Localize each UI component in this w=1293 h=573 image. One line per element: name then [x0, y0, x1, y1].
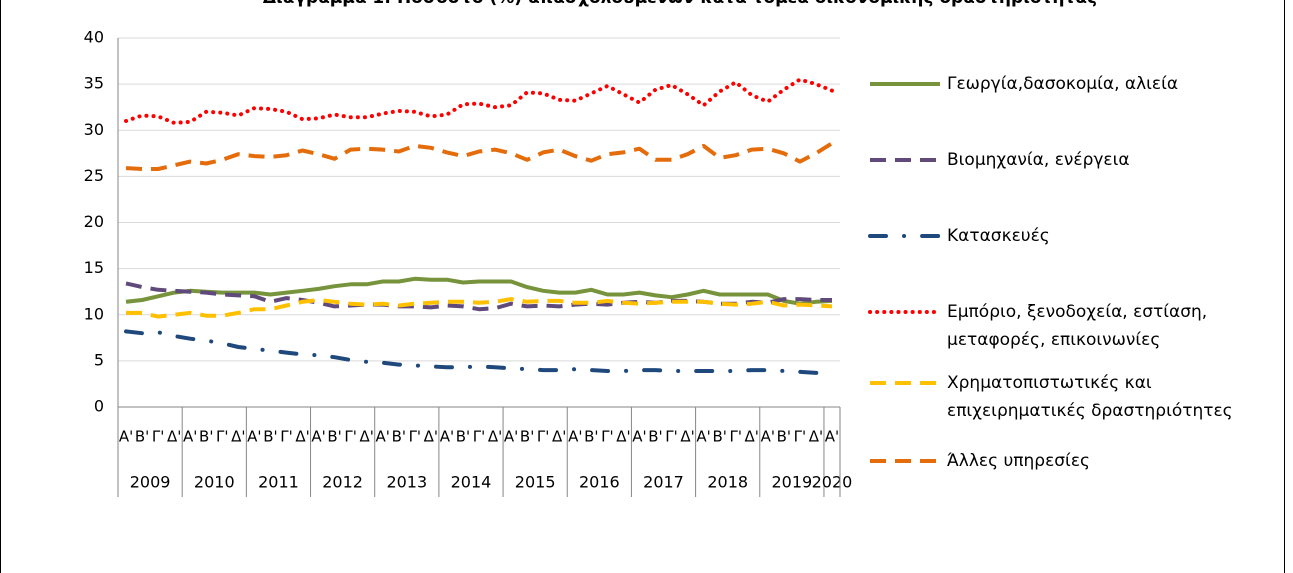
x-group-label: 2014	[451, 473, 492, 492]
x-tick-label: Γ'	[344, 428, 356, 446]
x-group-label: 2010	[194, 473, 235, 492]
x-group-label: 2013	[386, 473, 427, 492]
y-tick-label: 10	[84, 304, 104, 323]
x-group-label: 2018	[707, 473, 748, 492]
y-tick-label: 5	[94, 350, 104, 369]
legend-label: Γεωργία,δασοκομία, αλιεία	[947, 74, 1179, 94]
x-group-label: 2011	[258, 473, 299, 492]
x-tick-label: Δ'	[231, 428, 245, 446]
x-tick-label: Β'	[199, 428, 213, 446]
x-tick-label: Β'	[584, 428, 598, 446]
y-tick-label: 15	[84, 258, 104, 277]
legend-label: Κατασκευές	[947, 226, 1050, 246]
legend-label: Εμπόριο, ξενοδοχεία, εστίαση, μεταφορές,…	[947, 302, 1208, 350]
line-series	[124, 77, 834, 125]
chart-title: Διάγραμμα 1: Ποσοστό (%) απασχολουμένων …	[263, 0, 1097, 8]
x-tick-label: Δ'	[167, 428, 181, 446]
x-tick-label: Α'	[632, 428, 646, 446]
line-series	[125, 281, 832, 312]
x-tick-label: Γ'	[473, 428, 485, 446]
x-tick-label: Γ'	[665, 428, 677, 446]
y-tick-label: 20	[84, 212, 104, 231]
x-tick-label: Α'	[696, 428, 710, 446]
x-tick-label: Α'	[504, 428, 518, 446]
x-tick-label: Δ'	[424, 428, 438, 446]
legend-label: Άλλες υπηρεσίες	[947, 451, 1090, 471]
x-tick-label: Α'	[440, 428, 454, 446]
x-tick-label: Β'	[392, 428, 406, 446]
x-group-label: 2020	[812, 473, 853, 492]
x-group-label: 2009	[130, 473, 171, 492]
x-tick-label: Γ'	[794, 428, 806, 446]
x-tick-label: Δ'	[359, 428, 373, 446]
x-tick-label: Α'	[761, 428, 775, 446]
x-tick-label: Γ'	[729, 428, 741, 446]
x-tick-label: Α'	[311, 428, 325, 446]
x-tick-label: Α'	[825, 428, 839, 446]
x-tick-label: Α'	[247, 428, 261, 446]
x-tick-label: Γ'	[216, 428, 228, 446]
x-group-label: 2012	[322, 473, 363, 492]
y-tick-label: 30	[84, 120, 104, 139]
line-series	[124, 329, 834, 375]
x-tick-label: Α'	[119, 428, 133, 446]
x-tick-label: Β'	[263, 428, 277, 446]
x-tick-label: Β'	[456, 428, 470, 446]
x-tick-label: Γ'	[280, 428, 292, 446]
legend-label: Χρηματοπιστωτικές και επιχειρηματικές δρ…	[947, 373, 1233, 421]
y-tick-label: 25	[84, 166, 104, 185]
x-tick-label: Α'	[376, 428, 390, 446]
x-group-label: 2019	[772, 473, 813, 492]
x-tick-label: Δ'	[680, 428, 694, 446]
x-tick-label: Β'	[777, 428, 791, 446]
x-tick-label: Δ'	[616, 428, 630, 446]
x-tick-label: Β'	[520, 428, 534, 446]
y-tick-label: 0	[94, 397, 104, 416]
y-tick-label: 40	[84, 28, 104, 47]
x-group-label: 2015	[515, 473, 556, 492]
y-tick-label: 35	[84, 74, 104, 93]
x-tick-label: Β'	[327, 428, 341, 446]
x-group-label: 2016	[579, 473, 620, 492]
x-tick-label: Γ'	[537, 428, 549, 446]
x-tick-label: Β'	[648, 428, 662, 446]
x-group-label: 2017	[643, 473, 684, 492]
x-tick-label: Α'	[183, 428, 197, 446]
x-tick-label: Δ'	[745, 428, 759, 446]
line-series	[126, 297, 833, 319]
x-tick-label: Δ'	[809, 428, 823, 446]
line-series	[125, 141, 834, 171]
x-tick-label: Γ'	[601, 428, 613, 446]
x-tick-label: Γ'	[152, 428, 164, 446]
x-tick-label: Δ'	[552, 428, 566, 446]
x-tick-label: Γ'	[409, 428, 421, 446]
legend-label: Βιομηχανία, ενέργεια	[947, 150, 1130, 170]
x-tick-label: Α'	[568, 428, 582, 446]
line-series	[125, 276, 833, 306]
x-tick-label: Β'	[135, 428, 149, 446]
x-tick-label: Δ'	[295, 428, 309, 446]
x-tick-label: Β'	[712, 428, 726, 446]
x-tick-label: Δ'	[488, 428, 502, 446]
